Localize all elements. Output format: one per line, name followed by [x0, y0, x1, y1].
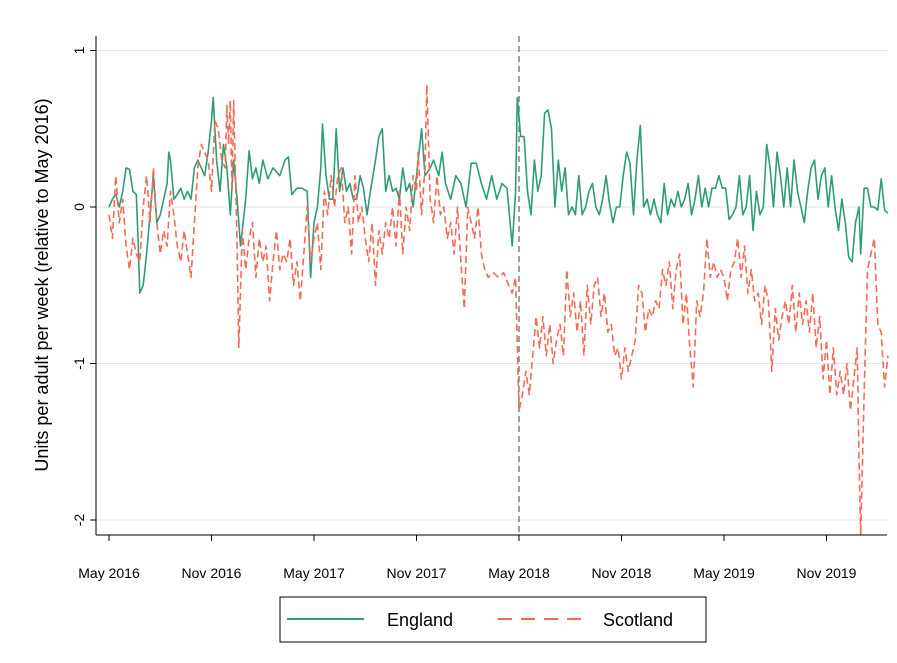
x-tick-label: Nov 2019 [797, 565, 857, 581]
x-tick-label: May 2017 [283, 565, 345, 581]
x-ticks: May 2016 Nov 2016 May 2017 Nov 2017 May 2018… [78, 535, 857, 581]
legend-label-england: England [387, 610, 453, 630]
x-tick-label: Nov 2016 [182, 565, 242, 581]
legend: England Scotland [279, 596, 707, 643]
y-tick-label: -2 [71, 514, 87, 527]
legend-label-scotland: Scotland [603, 610, 673, 630]
y-tick-label: 0 [71, 203, 87, 211]
x-tick-label: May 2018 [488, 565, 550, 581]
y-tick-label: -1 [71, 357, 87, 370]
x-tick-label: Nov 2018 [592, 565, 652, 581]
series-line-scotland [108, 84, 889, 537]
axes [95, 36, 887, 536]
x-tick-label: May 2019 [693, 565, 755, 581]
y-ticks: 1 0 -1 -2 [71, 46, 96, 526]
y-axis-title: Units per adult per week (relative to Ma… [32, 98, 52, 471]
x-tick-label: May 2016 [78, 565, 140, 581]
y-tick-label: 1 [71, 46, 87, 54]
x-tick-label: Nov 2017 [387, 565, 447, 581]
series-layer [108, 84, 889, 537]
